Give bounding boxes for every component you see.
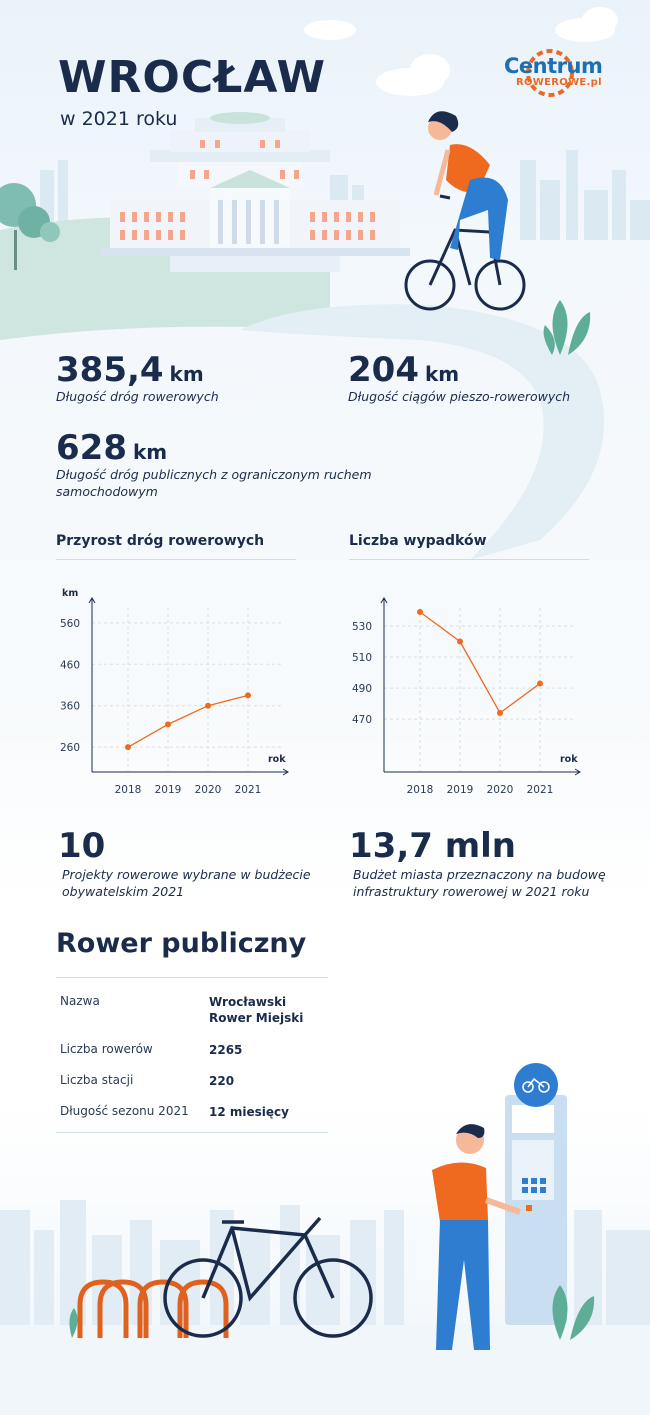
y-tick-label: 490 xyxy=(352,683,372,695)
y-tick-label: 260 xyxy=(60,742,80,754)
x-tick-label: 2020 xyxy=(195,784,222,796)
data-point xyxy=(497,709,503,716)
data-point xyxy=(457,638,463,645)
plant-illustration xyxy=(543,300,591,355)
clouds xyxy=(304,7,618,96)
x-tick-label: 2019 xyxy=(447,784,474,796)
chart-accidents: 470 490 510 530 rok 2018 2019 2020 2021 xyxy=(352,597,581,796)
data-point xyxy=(537,680,543,687)
y-tick-label: 360 xyxy=(60,701,80,713)
stat-unit: km xyxy=(169,362,204,386)
y-axis-label: km xyxy=(62,588,78,599)
gear-icon xyxy=(526,49,574,97)
row-value: 2265 xyxy=(209,1043,243,1057)
x-tick-label: 2021 xyxy=(235,784,262,796)
winding-path xyxy=(240,304,604,560)
x-tick-label: 2018 xyxy=(115,784,142,796)
row-value: Wrocławski Rower Miejski xyxy=(209,995,304,1025)
x-tick-label: 2018 xyxy=(407,784,434,796)
logo-text-top: Centrum xyxy=(504,54,603,78)
x-tick-label: 2019 xyxy=(155,784,182,796)
bike-station-illustration xyxy=(505,1063,567,1325)
trees-illustration xyxy=(0,183,60,270)
data-point xyxy=(245,692,251,699)
chart-title-bike-roads: Przyrost dróg rowerowych xyxy=(56,533,265,549)
y-tick-label: 560 xyxy=(60,618,80,630)
row-value: 220 xyxy=(209,1074,235,1088)
stat-desc: Budżet miasta przeznaczony na budowę inf… xyxy=(353,867,606,899)
data-point xyxy=(205,702,211,709)
stat-pedestrian-bike: 204 km Długość ciągów pieszo-rowerowych xyxy=(348,350,618,405)
bottom-illustration xyxy=(0,1063,650,1415)
stat-value: 628 xyxy=(56,428,127,468)
row-value: 12 miesięcy xyxy=(209,1105,289,1119)
series-line xyxy=(419,611,541,714)
x-axis-label: rok xyxy=(268,754,286,765)
stat-unit: km xyxy=(424,362,460,386)
logo-text-bottom: ROWEROWE.pl xyxy=(516,77,602,88)
y-tick-label: 510 xyxy=(352,652,372,664)
x-axis-label: rok xyxy=(560,754,578,765)
stat-desc: Długość dróg rowerowych xyxy=(56,389,219,404)
public-bike-table: Nazwa Wrocławski Rower Miejski Liczba ro… xyxy=(56,977,328,1133)
top-illustration xyxy=(0,7,650,560)
stat-value: 13,7 mln xyxy=(349,826,517,866)
series-line xyxy=(127,694,249,748)
x-tick-label: 2021 xyxy=(527,784,554,796)
row-key: Liczba stacji xyxy=(60,1073,134,1087)
stat-value: 10 xyxy=(58,826,106,866)
data-point xyxy=(417,608,423,615)
person-illustration xyxy=(432,1124,521,1350)
stat-desc: Długość ciągów pieszo-rowerowych xyxy=(348,389,571,404)
stat-desc: Projekty rowerowe wybrane w budżecie oby… xyxy=(62,867,311,899)
stat-bike-roads: 385,4 km Długość dróg rowerowych xyxy=(56,350,326,405)
y-tick-label: 470 xyxy=(352,714,372,726)
y-tick-label: 460 xyxy=(60,659,80,671)
stat-value: 385,4 xyxy=(56,350,164,390)
bike-rack-illustration xyxy=(77,1279,229,1338)
section-title: Rower publiczny xyxy=(56,928,307,959)
stat-value: 204 xyxy=(348,350,419,390)
stat-budget: 13,7 mln Budżet miasta przeznaczony na b… xyxy=(349,826,619,900)
data-point xyxy=(125,744,131,751)
x-tick-label: 2020 xyxy=(487,784,514,796)
stat-unit: km xyxy=(132,440,168,464)
palace-illustration xyxy=(100,112,410,272)
stat-desc: Długość dróg publicznych z ograniczonym … xyxy=(56,467,372,499)
bike-illustration xyxy=(163,1216,373,1338)
y-tick-label: 530 xyxy=(352,621,372,633)
divider xyxy=(349,559,589,560)
divider xyxy=(56,559,296,560)
row-key: Długość sezonu 2021 xyxy=(60,1104,189,1118)
y-axis-arrow xyxy=(380,597,388,604)
y-axis-arrow xyxy=(88,597,96,604)
stat-projects: 10 Projekty rowerowe wybrane w budżecie … xyxy=(58,826,328,900)
cyclist-illustration xyxy=(404,111,526,311)
chart-bike-roads: 260 360 460 560 km rok 2018 2019 2020 2021 xyxy=(60,588,289,796)
page-subtitle: w 2021 roku xyxy=(60,108,178,130)
chart-title-accidents: Liczba wypadków xyxy=(349,533,487,549)
brand-logo: Centrum ROWEROWE.pl xyxy=(498,46,603,98)
x-axis-arrow xyxy=(282,768,289,776)
row-key: Nazwa xyxy=(60,994,100,1008)
x-axis-arrow xyxy=(574,768,581,776)
stat-limited-traffic: 628 km Długość dróg publicznych z ogranic… xyxy=(56,428,386,500)
data-point xyxy=(165,721,171,728)
page-title: WROCŁAW xyxy=(58,52,326,103)
row-key: Liczba rowerów xyxy=(60,1042,153,1056)
plant-illustration xyxy=(69,1285,595,1340)
